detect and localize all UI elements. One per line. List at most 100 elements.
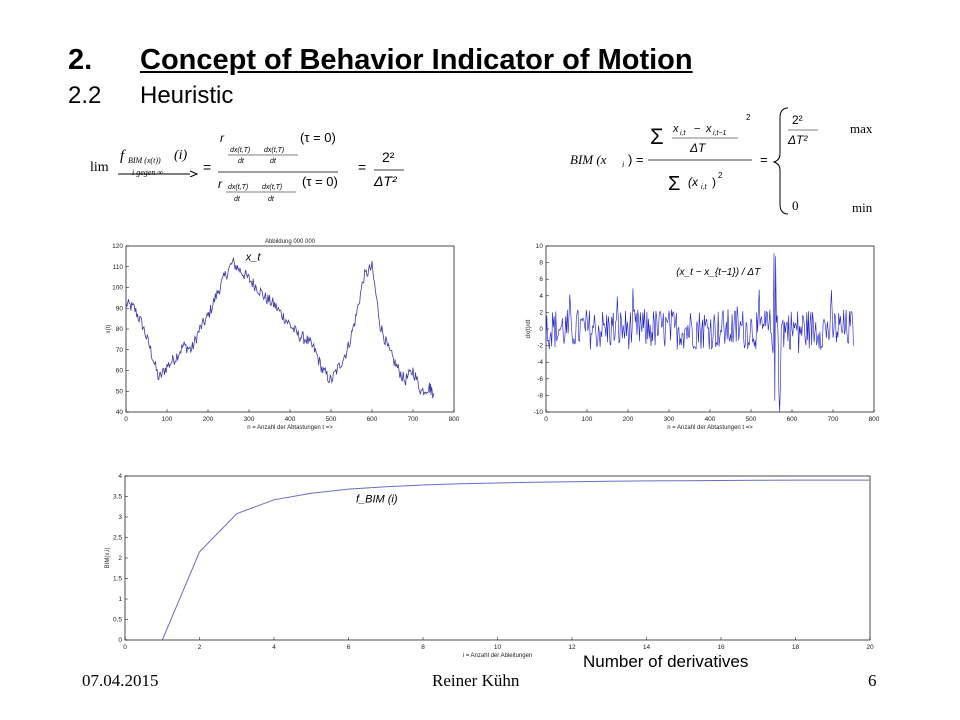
y-tick-label: -6 [537, 376, 543, 383]
formula-bim: BIM (x i ) = Σ x i,t − x i,t−1 ΔT 2 Σ (x… [570, 104, 890, 219]
x-tick-label: 800 [449, 416, 460, 423]
svg-text:r: r [218, 177, 223, 191]
svg-text:i,t: i,t [680, 130, 687, 137]
y-tick-label: 6 [539, 276, 543, 283]
svg-text:dx(t,T): dx(t,T) [228, 184, 248, 191]
svg-text:2²: 2² [792, 113, 803, 127]
y-tick-label: 8 [539, 260, 543, 267]
x-tick-label: 18 [792, 644, 800, 651]
svg-text:(τ = 0): (τ = 0) [302, 174, 338, 189]
y-tick-label: 10 [536, 243, 544, 250]
section-number: 2. [68, 44, 93, 76]
y-tick-label: 40 [116, 409, 124, 416]
x-tick-label: 600 [787, 416, 798, 423]
y-tick-label: 4 [118, 473, 122, 480]
formula-bim-lhs: BIM (x [570, 152, 607, 167]
svg-text:dx(t,T): dx(t,T) [230, 147, 250, 154]
y-tick-label: 4 [539, 293, 543, 300]
formula-func-arg: (i) [174, 148, 188, 163]
y-tick-label: 100 [112, 285, 123, 292]
plot-frame [125, 245, 455, 413]
x-tick-label: 400 [705, 416, 716, 423]
x-tick-label: 100 [162, 416, 173, 423]
x-tick-label: 800 [869, 416, 880, 423]
x-tick-label: 12 [568, 644, 576, 651]
y-tick-label: 3.5 [113, 494, 122, 501]
svg-text:x: x [705, 123, 712, 135]
x-axis-label: i = Anzahl der Ableitungen [463, 653, 533, 659]
svg-text:ΔT: ΔT [689, 141, 707, 155]
chart-title: Abbildung 000 000 [265, 239, 316, 245]
x-tick-label: 200 [203, 416, 214, 423]
series-line-derivative [545, 253, 854, 413]
subsection-number: 2.2 [68, 82, 102, 109]
formula-case-max: max [850, 121, 873, 136]
y-axis-label: dx(t)/dt [526, 319, 532, 338]
chart-xt: 0 100 200 300 400 500 600 700 800 40 50 60 70 80 90 100… [106, 239, 460, 431]
section-title-text: Concept of Behavior Indicator of Motion [140, 44, 693, 76]
annotation-derivative: (x_t − x_{t−1}) / ΔT [676, 267, 761, 278]
formula-case-zero: 0 [792, 198, 799, 213]
svg-text:ΔT²: ΔT² [787, 133, 808, 147]
bim-fraction: ) = Σ x i,t − x i,t−1 ΔT 2 Σ (x i,t ) 2 … [628, 107, 818, 215]
y-tick-label: 1 [118, 596, 122, 603]
x-tick-label: 2 [198, 644, 202, 651]
x-tick-label: 700 [408, 416, 419, 423]
y-tick-label: 120 [112, 243, 123, 250]
limit-fraction: = r dx(t,T) dx(t,T) dt dt (τ = 0) r dx(t… [203, 130, 404, 203]
y-tick-label: 2.5 [113, 535, 122, 542]
x-tick-label: 8 [421, 644, 425, 651]
formula-func-sub: BIM (x(t)) [128, 156, 161, 165]
x-tick-label: 16 [717, 644, 725, 651]
svg-text:2: 2 [718, 171, 723, 180]
formula-limit: lim f BIM (x(t)) (i) i gegen ∞ = r dx(t,… [90, 120, 420, 215]
y-tick-label: -2 [537, 343, 543, 350]
x-tick-label: 600 [367, 416, 378, 423]
y-tick-label: 90 [116, 305, 124, 312]
y-tick-label: 2 [539, 309, 543, 316]
y-tick-label: 50 [116, 388, 124, 395]
formula-bim-lhs-sub: i [622, 160, 625, 169]
y-tick-label: -4 [537, 359, 543, 366]
y-tick-label: 0.5 [113, 617, 122, 624]
svg-text:i,t−1: i,t−1 [713, 130, 727, 137]
y-tick-label: 0 [118, 637, 122, 644]
chart-fbim: 0 2 4 6 8 10 12 14 16 18 20 0 0.5 1 1.5 2 2.5 3 3.5 4 i = An… [105, 473, 874, 659]
y-axis-label: x(t) [106, 325, 112, 334]
y-tick-label: 80 [116, 326, 124, 333]
svg-text:−: − [694, 123, 700, 135]
annotation-fbim: f_BIM (i) [356, 494, 398, 506]
formula-arrow-label: i gegen ∞ [132, 168, 164, 177]
formula-lim: lim [90, 160, 109, 175]
svg-text:ΔT²: ΔT² [373, 173, 398, 189]
x-tick-label: 0 [544, 416, 548, 423]
chart-derivative: 0 100 200 300 400 500 600 700 800 -10 -8 -6 -4 -2 0 2 4 6… [526, 243, 880, 431]
svg-text:dt: dt [270, 158, 277, 165]
svg-text:r: r [220, 131, 225, 145]
y-tick-label: 1.5 [113, 576, 122, 583]
footer-page: 6 [868, 671, 877, 690]
x-tick-label: 4 [272, 644, 276, 651]
x-tick-label: 300 [664, 416, 675, 423]
svg-text:) =: ) = [628, 152, 644, 167]
formula-case-min: min [852, 200, 873, 215]
svg-text:x: x [672, 123, 679, 135]
subsection-title-text: Heuristic [140, 82, 234, 109]
x-tick-label: 0 [123, 644, 127, 651]
y-tick-label: 60 [116, 368, 124, 375]
x-tick-label: 14 [643, 644, 651, 651]
subsection-title: 2.2 Heuristic [68, 82, 233, 110]
svg-text:=: = [760, 152, 768, 167]
x-tick-label: 6 [347, 644, 351, 651]
y-tick-label: 70 [116, 347, 124, 354]
x-tick-label: 100 [582, 416, 593, 423]
svg-text:dt: dt [268, 196, 275, 203]
x-axis-label: n = Anzahl der Abtastungen t => [667, 425, 753, 431]
series-line-fbim [161, 479, 870, 641]
x-tick-label: 20 [866, 644, 874, 651]
x-tick-label: 300 [244, 416, 255, 423]
footer-date: 07.04.2015 [82, 671, 159, 690]
svg-text:dt: dt [234, 196, 241, 203]
footer-author: Reiner Kühn [432, 671, 520, 690]
y-axis-label: BIM(x,i) [105, 548, 111, 569]
